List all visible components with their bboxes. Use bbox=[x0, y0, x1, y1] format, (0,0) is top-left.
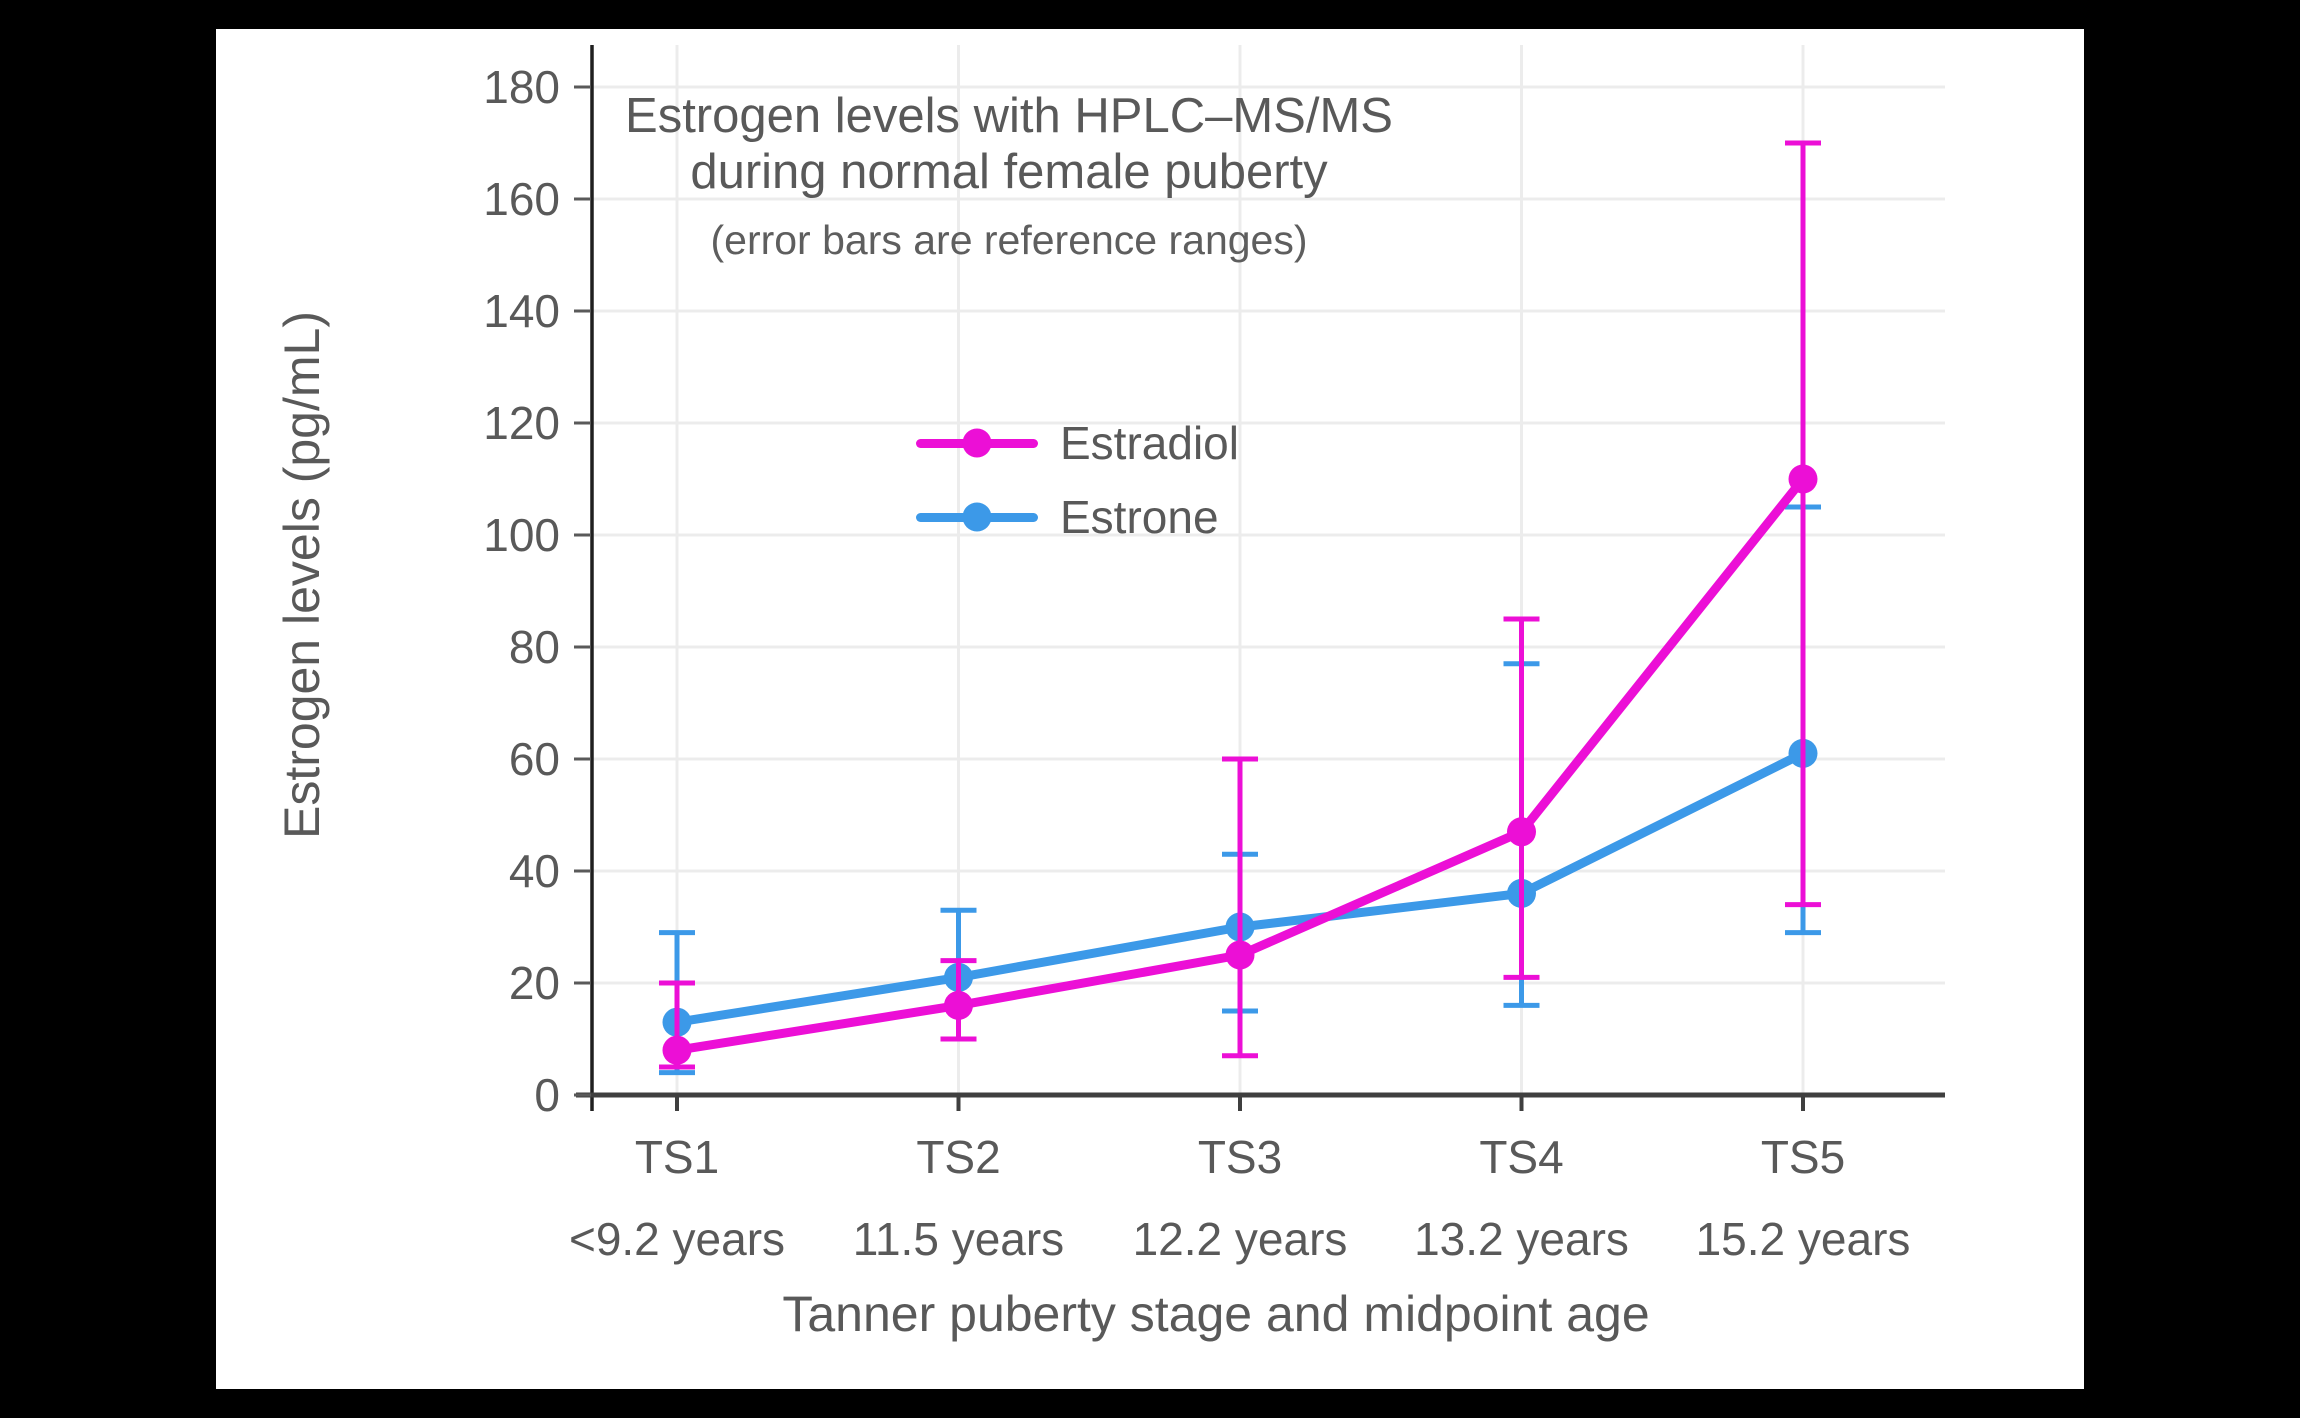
x-tick-stage-label: TS4 bbox=[1479, 1131, 1563, 1183]
y-tick-label: 20 bbox=[509, 957, 560, 1009]
chart-svg: 0 20 40 60 80 100 120 140 160 180 TS1 <9.2 years TS2… bbox=[483, 45, 1945, 1265]
x-tick-stage-label: TS3 bbox=[1198, 1131, 1282, 1183]
estradiol-point bbox=[1507, 817, 1536, 847]
estrone-marker-icon bbox=[962, 502, 992, 532]
x-tick-age-label: 12.2 years bbox=[1133, 1213, 1348, 1265]
y-tick-label: 160 bbox=[483, 173, 560, 225]
y-tick-label: 0 bbox=[534, 1069, 560, 1121]
y-tick-label: 60 bbox=[509, 733, 560, 785]
y-tick-label: 180 bbox=[483, 61, 560, 113]
estradiol-point bbox=[944, 990, 973, 1020]
estrone-line-swatch bbox=[916, 502, 1038, 532]
y-tick-label: 140 bbox=[483, 285, 560, 337]
y-tick-label: 120 bbox=[483, 397, 560, 449]
estradiol-point bbox=[662, 1035, 692, 1065]
legend-item-estradiol: Estradiol bbox=[916, 406, 1239, 480]
x-tick-age-label: 15.2 years bbox=[1696, 1213, 1911, 1265]
chart-title-line2: during normal female puberty bbox=[690, 144, 1328, 199]
legend-item-estrone: Estrone bbox=[916, 480, 1239, 554]
x-tick-stage-label: TS2 bbox=[916, 1131, 1000, 1183]
y-axis-title: Estrogen levels (pg/mL) bbox=[274, 310, 330, 840]
x-axis-title: Tanner puberty stage and midpoint age bbox=[782, 1286, 1650, 1342]
y-tick-label: 40 bbox=[509, 845, 560, 897]
x-tick-age-label: 11.5 years bbox=[853, 1213, 1064, 1265]
estradiol-marker-icon bbox=[962, 428, 992, 458]
y-tick-label: 80 bbox=[509, 621, 560, 673]
legend-label: Estrone bbox=[1060, 491, 1219, 543]
y-tick-label: 100 bbox=[483, 509, 560, 561]
chart-subtitle: (error bars are reference ranges) bbox=[710, 216, 1308, 263]
x-tick-stage-label: TS5 bbox=[1761, 1131, 1845, 1183]
estradiol-point bbox=[1788, 464, 1818, 494]
estradiol-point bbox=[1225, 940, 1255, 970]
estradiol-line-swatch bbox=[916, 428, 1038, 458]
x-tick-age-label: 13.2 years bbox=[1414, 1213, 1629, 1265]
chart-title-line1: Estrogen levels with HPLC–MS/MS bbox=[625, 89, 1393, 143]
x-tick-stage-label: TS1 bbox=[635, 1131, 719, 1183]
x-tick-age-label: <9.2 years bbox=[569, 1213, 785, 1265]
chart-header: Estrogen levels with HPLC–MS/MS during n… bbox=[509, 89, 1509, 264]
legend-label: Estradiol bbox=[1060, 417, 1239, 469]
legend: Estradiol Estrone bbox=[916, 406, 1239, 554]
figure-panel: 0 20 40 60 80 100 120 140 160 180 TS1 <9.2 years TS2… bbox=[216, 29, 2084, 1389]
